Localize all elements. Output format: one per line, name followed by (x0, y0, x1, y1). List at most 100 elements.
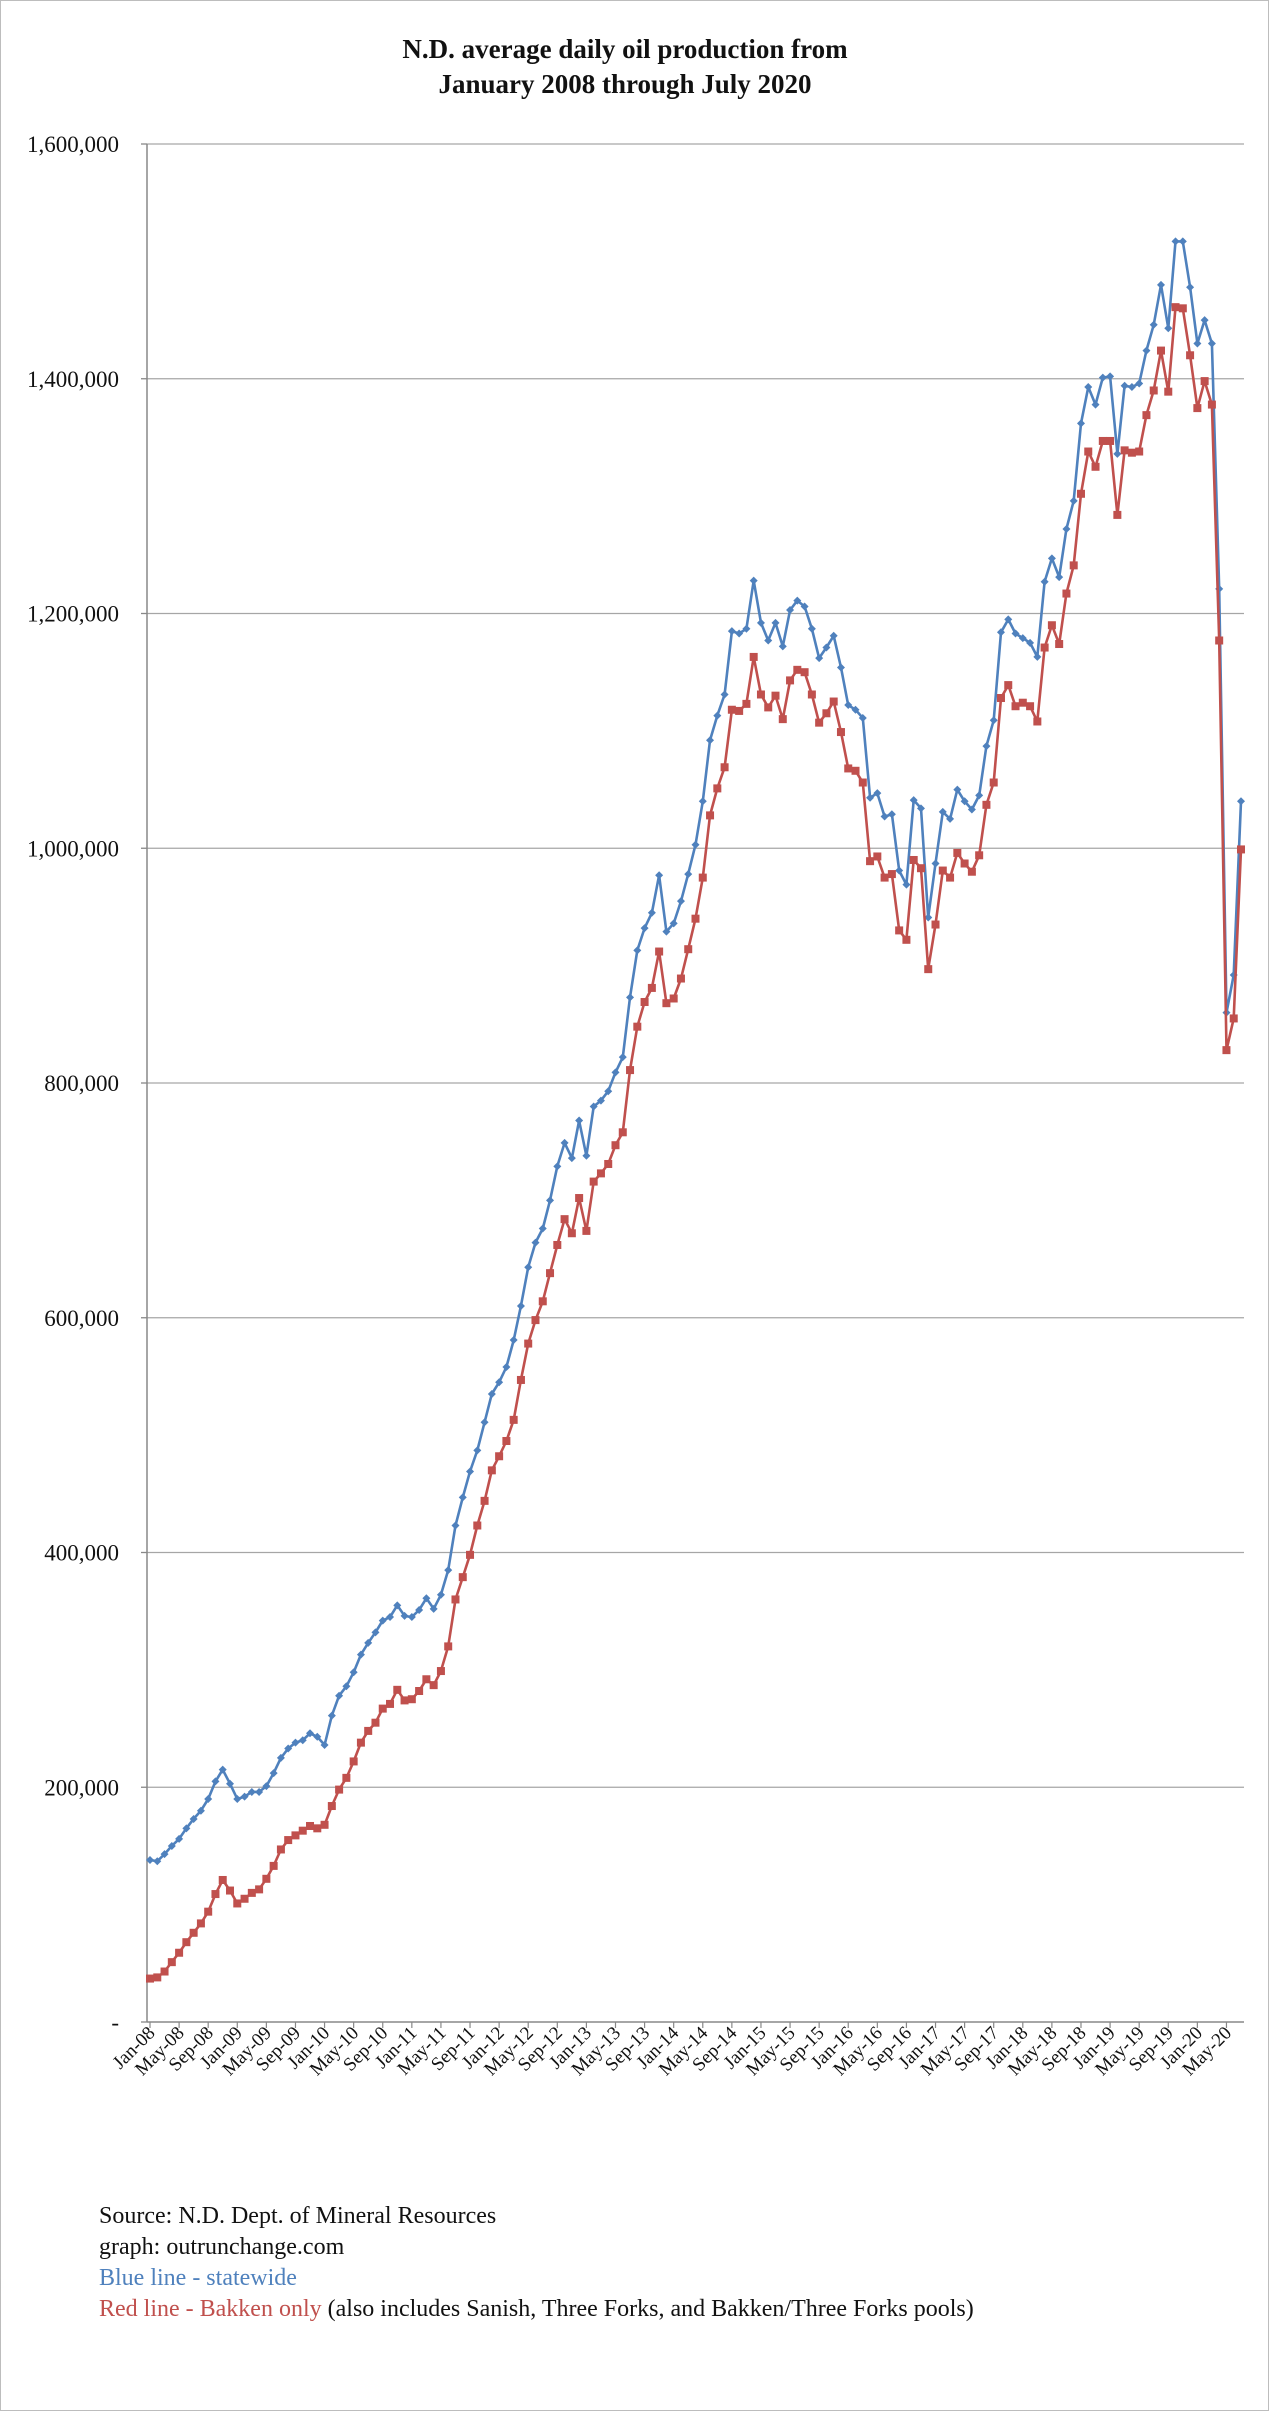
data-point (633, 946, 642, 955)
data-point (1120, 381, 1129, 390)
data-point (916, 804, 925, 813)
data-point (320, 1820, 329, 1829)
data-point (1084, 447, 1093, 456)
data-point (1142, 346, 1151, 355)
data-point (335, 1691, 344, 1700)
data-point (953, 785, 962, 794)
data-point (247, 1888, 256, 1897)
data-point (262, 1782, 271, 1791)
data-point (327, 1711, 336, 1720)
data-point (451, 1521, 460, 1530)
data-point (160, 1967, 169, 1976)
data-point (247, 1787, 256, 1796)
data-point (313, 1732, 322, 1741)
data-point (146, 1974, 154, 1983)
data-point (815, 654, 824, 663)
data-point (327, 1802, 336, 1811)
data-point (218, 1875, 227, 1884)
data-point (851, 705, 860, 714)
data-point (786, 676, 795, 685)
data-point (967, 805, 976, 814)
y-tick-label: 600,000 (44, 1306, 119, 1331)
data-point (1149, 386, 1158, 395)
chart-footer: Source: N.D. Dept. of Mineral Resources … (99, 2201, 974, 2325)
data-point (931, 920, 940, 929)
data-point (1135, 447, 1144, 456)
data-point (800, 602, 809, 611)
data-point (996, 694, 1005, 703)
data-point (596, 1169, 605, 1178)
data-point (647, 983, 656, 992)
data-point (967, 867, 976, 876)
data-point (691, 914, 700, 923)
data-point (546, 1196, 555, 1205)
data-point (567, 1229, 576, 1238)
data-point (502, 1436, 511, 1445)
y-tick-label: 1,000,000 (27, 836, 119, 861)
data-point (204, 1794, 213, 1803)
data-point (473, 1521, 482, 1530)
data-point (415, 1606, 424, 1615)
data-point (1018, 634, 1027, 643)
data-point (836, 663, 845, 672)
data-point (1186, 351, 1195, 360)
data-point (466, 1467, 475, 1476)
data-point (240, 1894, 249, 1903)
data-point (378, 1704, 387, 1713)
data-point (291, 1831, 300, 1840)
data-point (771, 618, 780, 627)
data-point (1215, 636, 1224, 645)
data-point (407, 1695, 416, 1704)
data-point (1076, 419, 1085, 428)
data-point (567, 1154, 576, 1163)
data-point (284, 1836, 293, 1845)
data-point (647, 908, 656, 917)
y-tick-label: 1,600,000 (27, 132, 119, 157)
data-point (1113, 449, 1122, 458)
data-point (480, 1496, 489, 1505)
series-2-line (149, 305, 1243, 1980)
y-tick-label: 1,400,000 (27, 367, 119, 392)
data-point (982, 800, 991, 809)
data-point (822, 709, 831, 718)
data-point (946, 814, 955, 823)
y-tick-label: 400,000 (44, 1541, 119, 1566)
data-point (436, 1590, 445, 1599)
data-point (735, 629, 744, 638)
data-point (1164, 387, 1173, 396)
data-point (742, 624, 751, 633)
data-point (1193, 339, 1202, 348)
data-point (371, 1718, 380, 1727)
data-point (1040, 577, 1049, 586)
data-point (1193, 404, 1202, 413)
data-point (378, 1616, 387, 1625)
data-point (924, 965, 933, 974)
data-point (487, 1390, 496, 1399)
data-point (698, 873, 707, 882)
data-point (669, 919, 678, 928)
data-point (1062, 524, 1071, 533)
data-point (364, 1726, 373, 1735)
data-point (720, 763, 729, 772)
data-point (538, 1224, 547, 1233)
chart-title-line-1: N.D. average daily oil production from (402, 34, 848, 64)
data-point (895, 926, 904, 935)
data-point (742, 699, 751, 708)
data-point (553, 1162, 562, 1171)
data-point (429, 1604, 438, 1613)
data-point (858, 713, 867, 722)
data-point (524, 1339, 533, 1348)
data-point (255, 1885, 264, 1894)
data-point (422, 1675, 431, 1684)
data-point (575, 1194, 584, 1203)
data-point (1091, 462, 1100, 471)
data-point (342, 1682, 351, 1691)
data-point (153, 1973, 162, 1982)
data-point (938, 866, 947, 875)
axes (146, 144, 1244, 2023)
data-point (422, 1594, 431, 1603)
data-point (444, 1642, 453, 1651)
data-point (1200, 316, 1209, 325)
data-point (749, 652, 758, 661)
data-point (749, 576, 758, 585)
